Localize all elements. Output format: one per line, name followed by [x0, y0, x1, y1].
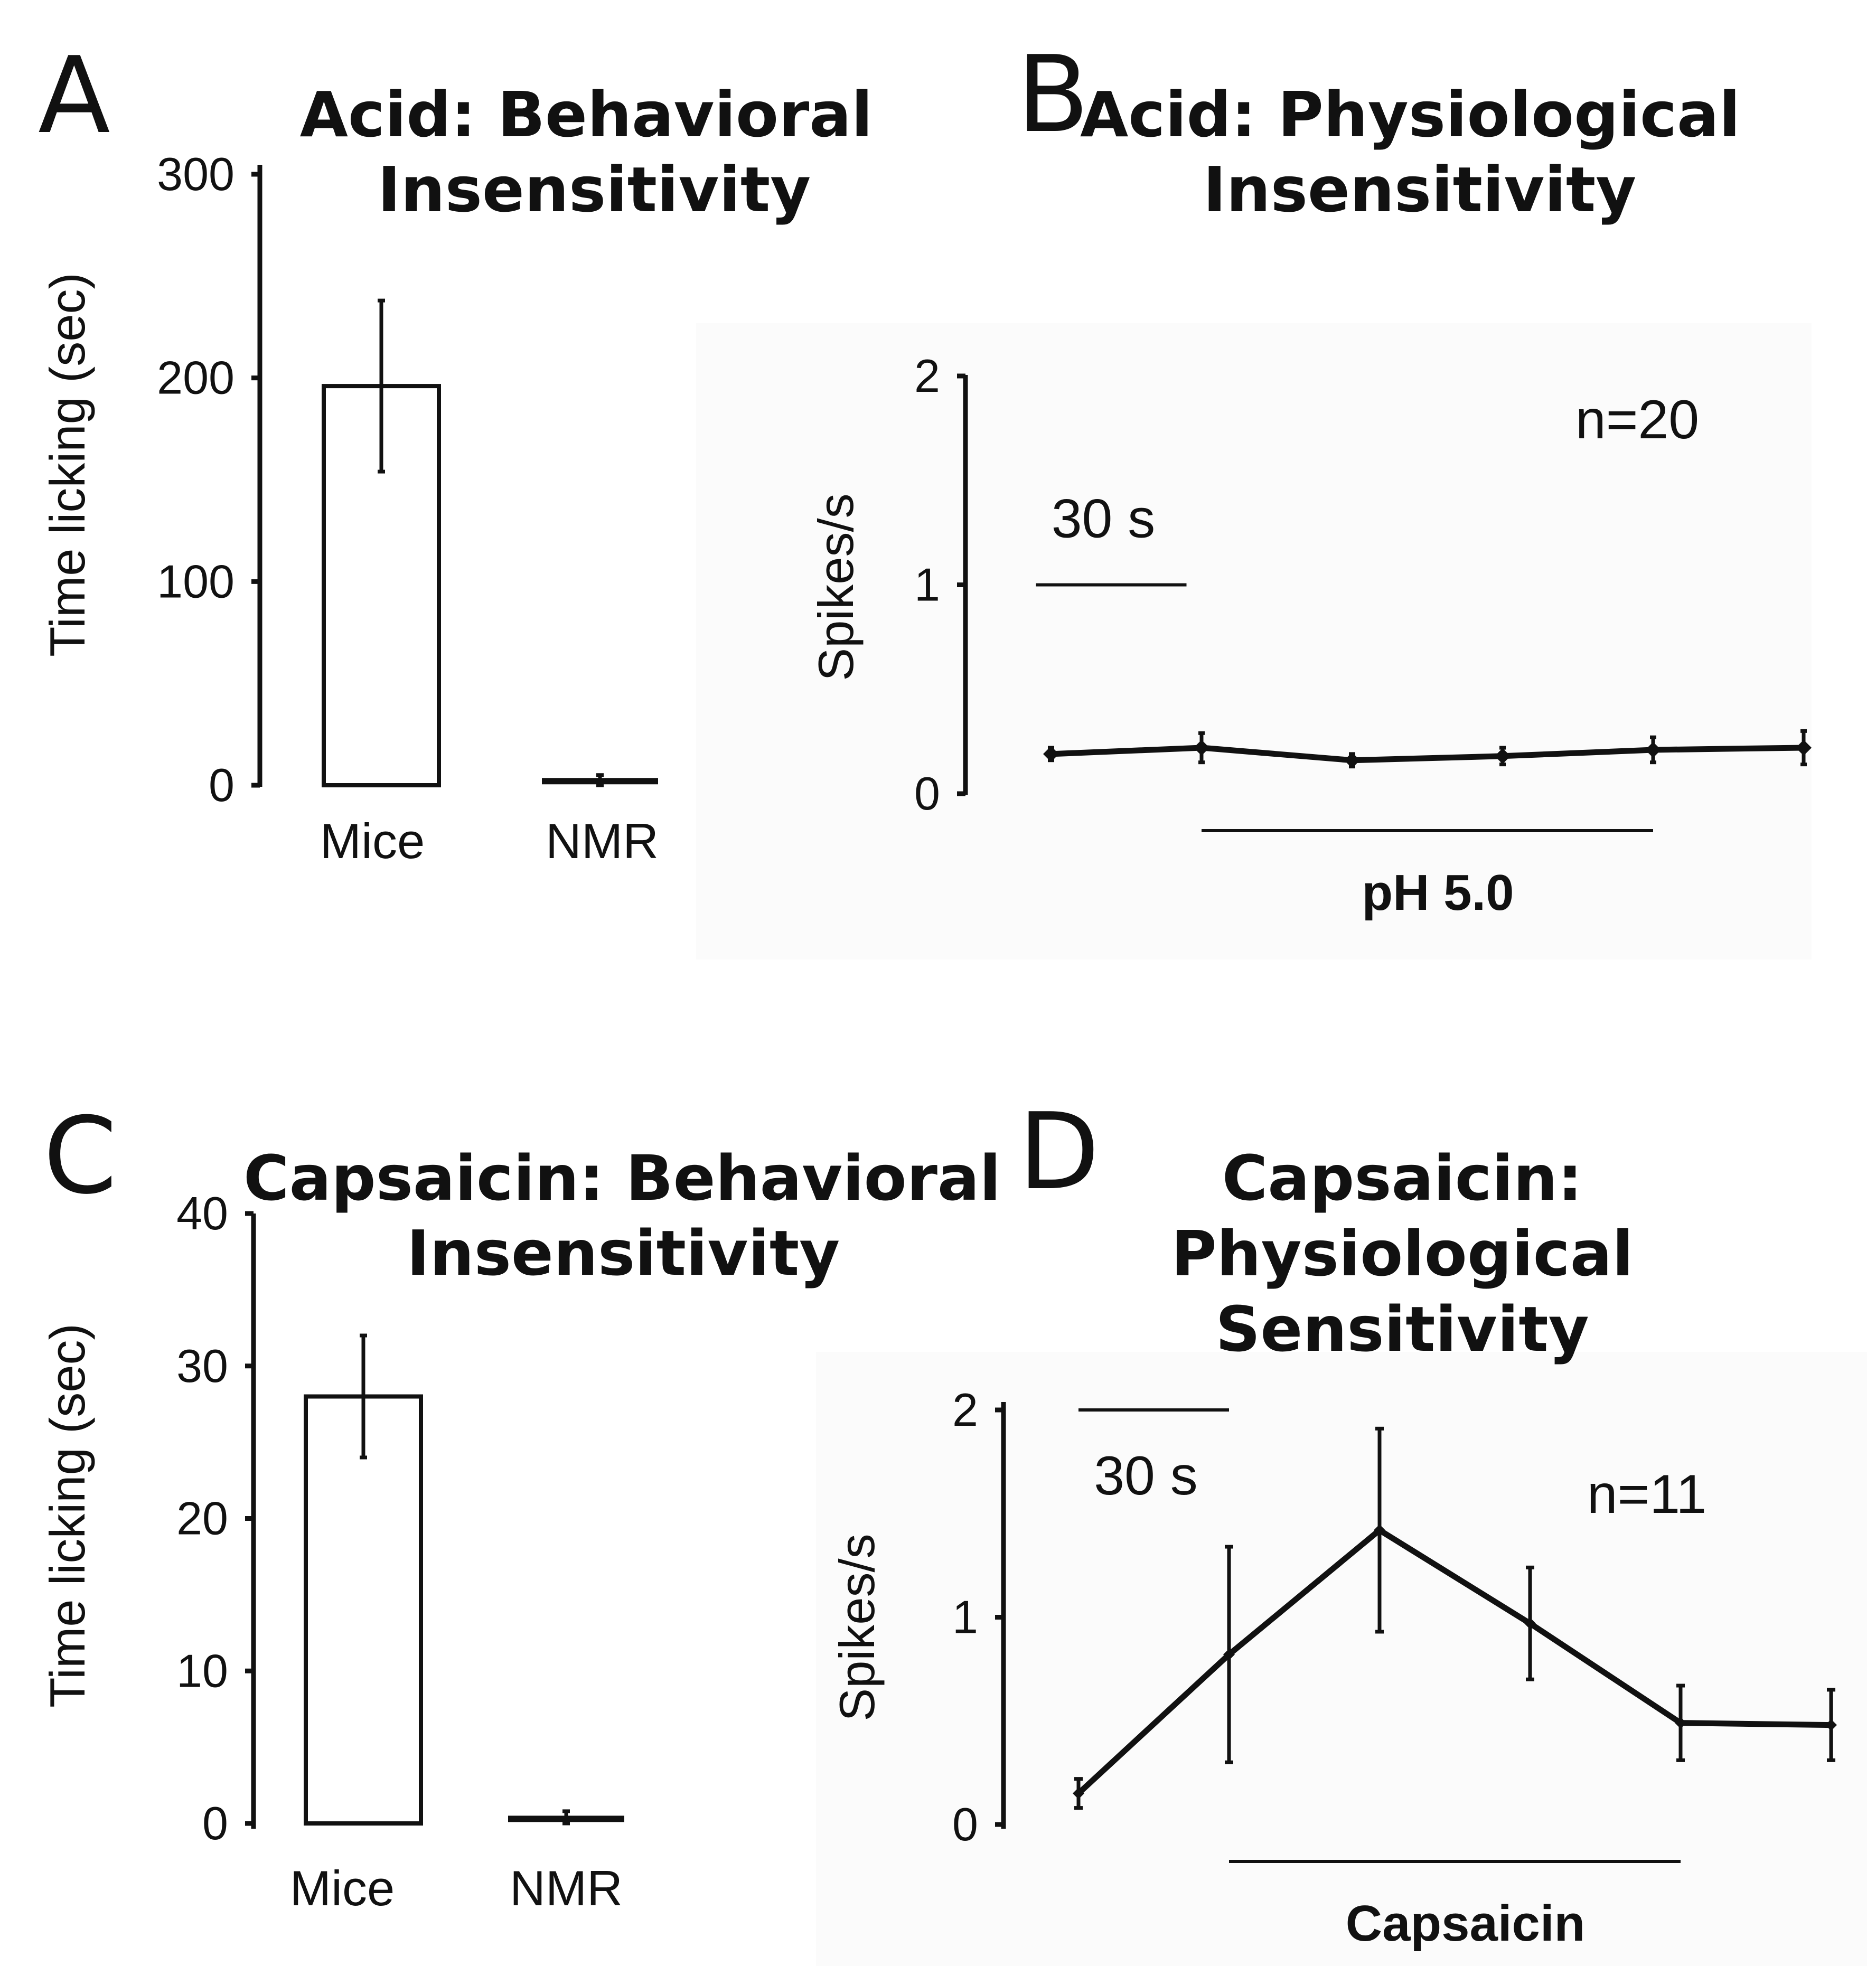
panel-label-b: B — [1017, 33, 1089, 156]
panel-b-y-axis-label: Spikes/s — [808, 493, 864, 681]
panel-a-title-line-1: Acid: Behavioral — [300, 78, 873, 151]
panel-d-y-ticks: 0 1 2 — [952, 1384, 1003, 1850]
panel-b-stimulus-label: pH 5.0 — [1362, 864, 1514, 921]
panel-a-y-tick-label: 100 — [157, 555, 234, 607]
panel-b-data-point — [1645, 741, 1661, 758]
panel-b-y-tick-label: 2 — [914, 350, 940, 402]
panel-d-stimulus-bar: Capsaicin — [1229, 1860, 1681, 1952]
panel-d-background — [816, 1352, 1867, 1966]
panel-d-data-point — [1675, 1717, 1686, 1729]
panel-c-bar-mice — [304, 1394, 423, 1826]
panel-c-chart: Capsaicin: Behavioral Insensitivity Time… — [40, 1142, 1001, 1916]
panel-label-a: A — [38, 34, 110, 157]
panel-c-y-tick-label: 20 — [176, 1492, 228, 1545]
panel-d-y-tick-label: 0 — [952, 1798, 978, 1850]
panel-b-title-line-2: Insensitivity — [1203, 153, 1636, 226]
panel-b-background — [696, 323, 1812, 960]
panel-d-stimulus-label: Capsaicin — [1346, 1895, 1586, 1952]
panel-c-y-tick-label: 10 — [176, 1644, 228, 1697]
panel-d-series — [1073, 1426, 1837, 1810]
panel-a-bars — [322, 298, 658, 787]
panel-b-data-point — [1796, 739, 1812, 756]
panel-c-category-nmr: NMR — [510, 1860, 623, 1916]
panel-d-y-tick-label: 1 — [952, 1591, 978, 1643]
panel-d-series-line — [1076, 1527, 1832, 1796]
panel-d-data-point — [1825, 1719, 1837, 1731]
panel-b-y-tick-label: 1 — [914, 559, 940, 611]
panel-b-chart: Acid: Physiological Insensitivity Spikes… — [808, 78, 1812, 921]
panel-d-chart: Capsaicin: Physiological Sensitivity Spi… — [829, 1142, 1837, 1952]
panel-c-y-ticks: 0 10 20 30 40 — [176, 1187, 254, 1849]
panel-a-title-line-2: Insensitivity — [378, 153, 811, 226]
panel-b-series — [1043, 729, 1812, 769]
panel-a-category-nmr: NMR — [546, 813, 659, 869]
panel-a-chart: Acid: Behavioral Insensitivity Time lick… — [40, 78, 873, 869]
panel-a-y-tick-label: 0 — [209, 759, 234, 811]
panel-b-data-point — [1194, 739, 1209, 756]
panel-c-title-line-1: Capsaicin: Behavioral — [243, 1142, 1001, 1215]
panel-d-y-tick-label: 2 — [952, 1384, 978, 1436]
panel-c-title-line-2: Insensitivity — [407, 1217, 840, 1290]
panel-d-data-point — [1073, 1788, 1084, 1800]
panel-c-y-tick-label: 40 — [176, 1187, 228, 1239]
panel-b-data-point — [1344, 752, 1360, 768]
panel-label-d: D — [1018, 1090, 1100, 1214]
panel-b-series-line — [1050, 745, 1804, 764]
panel-b-data-point — [1043, 746, 1059, 762]
panel-c-y-tick-label: 30 — [176, 1340, 228, 1392]
panel-a-y-ticks: 0 100 200 300 — [157, 148, 260, 811]
panel-d-data-point — [1524, 1617, 1536, 1630]
panel-d-title-line-3: Sensitivity — [1215, 1293, 1589, 1366]
panel-a-category-mice: Mice — [320, 813, 425, 869]
panel-b-scale-bar-label: 30 s — [1052, 488, 1156, 550]
panel-d-n-label: n=11 — [1587, 1464, 1707, 1525]
panel-c-y-tick-label: 0 — [202, 1797, 228, 1849]
panel-b-y-tick-label: 0 — [914, 767, 940, 820]
panel-a-y-tick-label: 200 — [157, 352, 234, 404]
panel-b-scale-bar: 30 s — [1036, 488, 1187, 587]
panel-c-bars — [304, 1333, 624, 1826]
panel-d-data-point — [1223, 1649, 1235, 1661]
panel-a-y-tick-label: 300 — [157, 148, 234, 200]
panel-d-title-line-1: Capsaicin: — [1222, 1142, 1583, 1215]
panel-c-category-mice: Mice — [290, 1860, 395, 1916]
panel-b-stimulus-bar: pH 5.0 — [1202, 829, 1653, 921]
panel-b-title-line-1: Acid: Physiological — [1080, 78, 1740, 151]
panel-d-data-point — [1374, 1524, 1385, 1536]
panel-a-y-axis-label: Time licking (sec) — [40, 272, 95, 657]
panel-d-y-axis-label: Spikes/s — [829, 1534, 885, 1721]
panel-d-scale-bar-label: 30 s — [1094, 1445, 1198, 1507]
panel-b-data-point — [1495, 748, 1511, 764]
panel-d-scale-bar: 30 s — [1078, 1408, 1229, 1507]
panel-b-y-ticks: 0 1 2 — [914, 350, 965, 820]
panel-label-c: C — [43, 1095, 117, 1218]
panel-b-n-label: n=20 — [1575, 389, 1699, 450]
panel-c-y-axis-label: Time licking (sec) — [40, 1323, 95, 1708]
panel-d-title-line-2: Physiological — [1171, 1217, 1634, 1290]
